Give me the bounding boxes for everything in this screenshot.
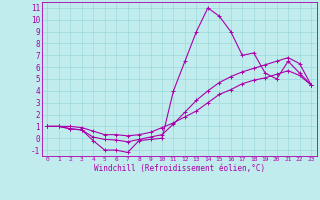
X-axis label: Windchill (Refroidissement éolien,°C): Windchill (Refroidissement éolien,°C) bbox=[94, 164, 265, 173]
